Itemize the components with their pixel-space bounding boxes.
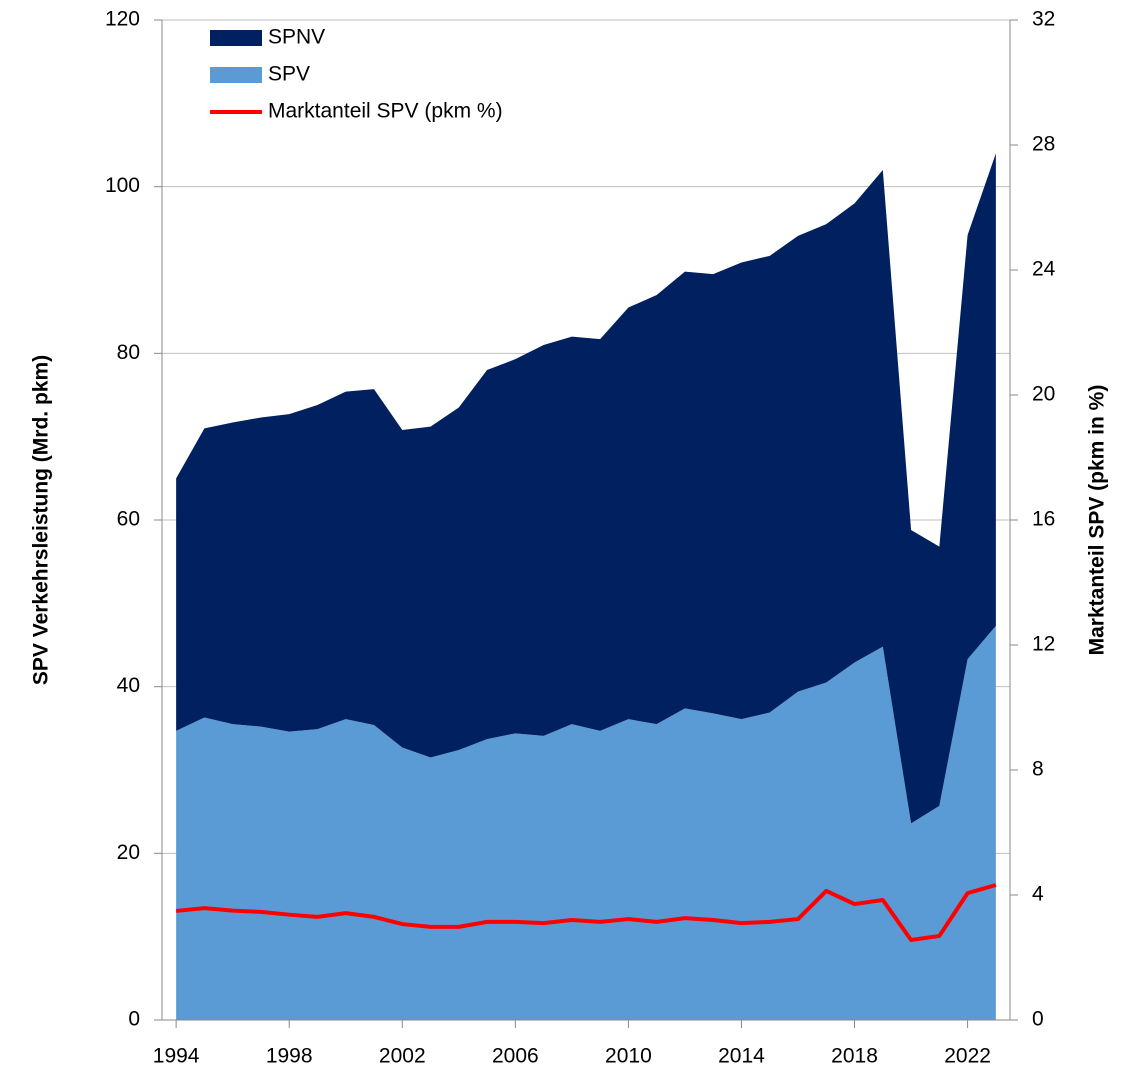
y2-tick-label: 32 (1032, 8, 1055, 31)
y-tick-label: 60 (117, 508, 140, 531)
y2-tick-label: 0 (1032, 1008, 1044, 1031)
y2-tick-label: 24 (1032, 258, 1056, 281)
y-tick-label: 0 (128, 1008, 140, 1031)
y2-tick-label: 12 (1032, 633, 1055, 656)
y2-tick-label: 28 (1032, 133, 1055, 156)
legend-label: SPNV (268, 26, 325, 49)
y-tick-label: 120 (105, 8, 140, 31)
x-tick-label: 2014 (718, 1045, 765, 1068)
x-tick-label: 2018 (831, 1045, 878, 1068)
y2-tick-label: 4 (1032, 883, 1044, 906)
x-tick-label: 1998 (266, 1045, 313, 1068)
legend-swatch (210, 30, 262, 46)
y-tick-label: 80 (117, 341, 140, 364)
legend-swatch (210, 67, 262, 83)
y2-axis-title: Marktanteil SPV (pkm in %) (1086, 385, 1109, 656)
legend-label: Marktanteil SPV (pkm %) (268, 100, 503, 123)
y-tick-label: 100 (105, 174, 140, 197)
x-tick-label: 2006 (492, 1045, 539, 1068)
x-tick-label: 2010 (605, 1045, 652, 1068)
area (176, 153, 996, 824)
line (175, 883, 997, 942)
x-tick-label: 1994 (153, 1045, 200, 1068)
x-tick-label: 2022 (944, 1045, 991, 1068)
y-axis-title: SPV Verkehrsleistung (Mrd. pkm) (30, 355, 53, 685)
y-tick-label: 20 (117, 841, 140, 864)
y2-tick-label: 20 (1032, 383, 1055, 406)
legend-label: SPV (268, 63, 310, 86)
y2-tick-label: 8 (1032, 758, 1044, 781)
y2-tick-label: 16 (1032, 508, 1055, 531)
y-tick-label: 40 (117, 674, 140, 697)
x-tick-label: 2002 (379, 1045, 426, 1068)
